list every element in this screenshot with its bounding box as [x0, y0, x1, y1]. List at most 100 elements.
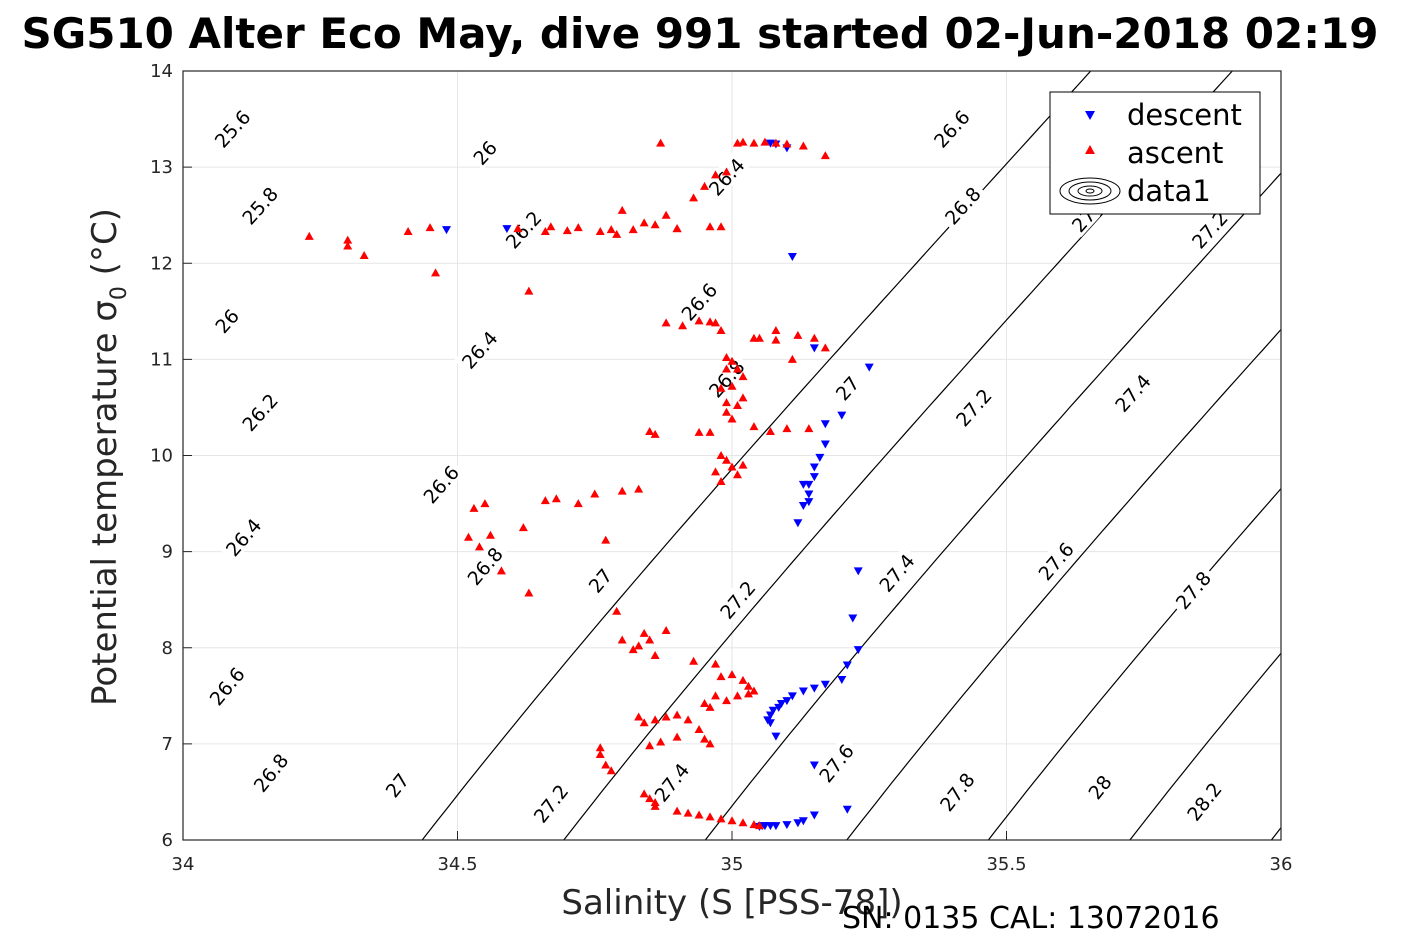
ascent-point [474, 542, 484, 551]
ascent-point [711, 170, 721, 179]
ascent-point [760, 137, 770, 146]
contour-label-bg [700, 351, 751, 404]
ascent-point [431, 268, 441, 277]
ascent-point [727, 670, 737, 679]
ascent-point [617, 205, 627, 214]
y-tick-label: 14 [150, 61, 173, 82]
density-contour-line [421, 71, 1092, 840]
ascent-point [804, 424, 814, 433]
ascent-point [787, 354, 797, 363]
ascent-point [343, 241, 353, 250]
ascent-point [711, 659, 721, 668]
descent-point [782, 697, 792, 706]
ascent-point [612, 606, 622, 615]
ascent-point [661, 210, 671, 219]
axis-ticks: 34 34.5 35 35.5 36 6 7 8 9 10 11 12 13 14 [150, 61, 1292, 875]
contour-label-bg [466, 134, 502, 170]
ascent-point [820, 151, 830, 160]
ascent-point [540, 227, 550, 236]
ascent-point [595, 749, 605, 758]
descent-point [815, 453, 825, 462]
ascent-point [573, 499, 583, 508]
ascent-point [722, 167, 732, 176]
legend-label-descent: descent [1127, 98, 1242, 132]
ascent-point [606, 766, 616, 775]
contour-label-bg [925, 102, 976, 154]
y-axis-label: Potential temperature σ0 (°C) [85, 208, 132, 706]
descent-point [787, 692, 797, 701]
y-tick-label: 8 [162, 638, 173, 659]
ascent-point [645, 794, 655, 803]
legend-marker-contour-icon [1059, 177, 1121, 205]
ascent-point [304, 231, 314, 240]
ascent-point [628, 645, 638, 654]
descent-point [809, 811, 819, 820]
ascent-point [672, 224, 682, 233]
ascent-point [359, 251, 369, 260]
ascent-point [606, 225, 616, 234]
ascent-point [700, 181, 710, 190]
contour-label-bg [932, 764, 981, 818]
contour-label-bg [936, 179, 987, 231]
descent-point [768, 706, 778, 715]
ascent-point [661, 318, 671, 327]
legend-label-ascent: ascent [1127, 136, 1223, 170]
ascent-point [705, 702, 715, 711]
y-tick-label: 10 [150, 446, 173, 467]
ascent-point [617, 486, 627, 495]
ascent-point [650, 220, 660, 229]
ascent-point [661, 625, 671, 634]
descent-point [837, 411, 847, 420]
ascent-point [650, 801, 660, 810]
density-contour-line [846, 328, 1281, 840]
descent-point [793, 519, 803, 528]
ascent-point [771, 326, 781, 335]
ascent-point [496, 566, 506, 575]
ascent-point [694, 724, 704, 733]
ascent-point [694, 427, 704, 436]
ascent-point [683, 808, 693, 817]
ascent-point [809, 333, 819, 342]
ascent-point [513, 224, 523, 233]
contour-label-bg [1167, 563, 1218, 616]
ascent-point [689, 193, 699, 202]
descent-point [853, 646, 863, 655]
x-tick-label: 34.5 [437, 854, 477, 875]
ascent-point [601, 535, 611, 544]
ascent-point [716, 383, 726, 392]
ascent-point [540, 496, 550, 505]
density-contour-line [987, 487, 1281, 840]
ascent-point [716, 222, 726, 231]
ascent-point [705, 427, 715, 436]
ascent-point [727, 816, 737, 825]
descent-point [842, 661, 852, 670]
contour-label-bg [700, 150, 751, 202]
ascent-point [634, 641, 644, 650]
ascent-point [656, 737, 666, 746]
x-tick-label: 36 [1270, 854, 1293, 875]
ascent-point [749, 422, 759, 431]
ascent-point [634, 484, 644, 493]
ascent-point [683, 715, 693, 724]
ascent-point [716, 476, 726, 485]
ascent-point [480, 499, 490, 508]
data-points [304, 137, 874, 832]
y-tick-label: 13 [150, 157, 173, 178]
contour-label-bg [581, 562, 617, 598]
ascent-point [343, 235, 353, 244]
y-axis-label-subscript: 0 [107, 286, 132, 300]
ascent-point [650, 715, 660, 724]
ascent-point [425, 223, 435, 232]
ascent-point [705, 739, 715, 748]
contour-label-bg [948, 380, 998, 433]
contour-label-bg [1081, 768, 1117, 805]
ascent-point [716, 814, 726, 823]
descent-point [442, 226, 452, 235]
descent-point [820, 440, 830, 449]
ascent-point [700, 734, 710, 743]
ascent-point [771, 138, 781, 147]
ascent-point [722, 696, 732, 705]
ascent-point [628, 225, 638, 234]
ascent-point [639, 628, 649, 637]
descent-point [837, 675, 847, 684]
